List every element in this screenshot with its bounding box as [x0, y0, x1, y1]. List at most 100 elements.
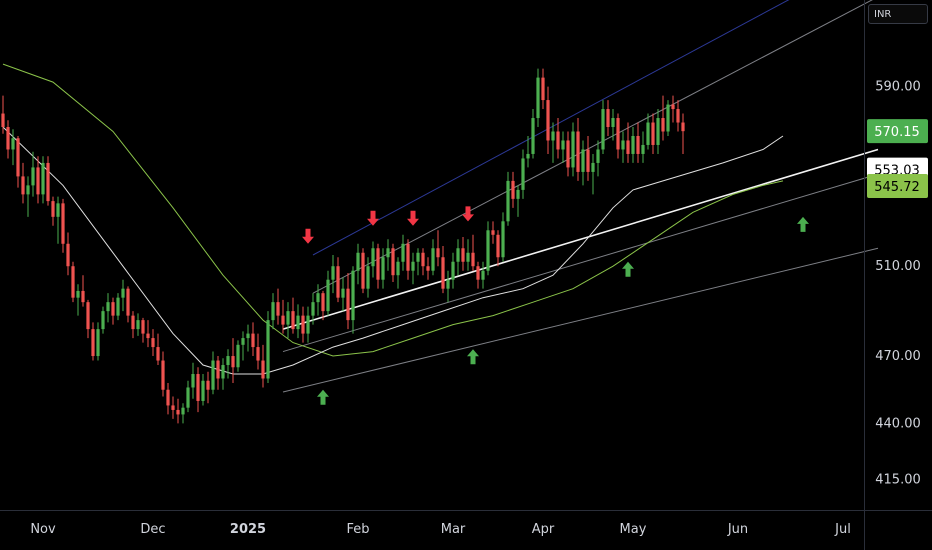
candle	[256, 333, 260, 370]
candle	[1, 95, 5, 134]
candle-body	[131, 315, 135, 330]
candle-body	[336, 266, 340, 298]
candle-body	[586, 149, 590, 172]
candle	[536, 68, 540, 128]
channel-line-upper-gray	[312, 0, 873, 294]
time-tick-label: May	[620, 522, 647, 537]
candle	[616, 113, 620, 159]
candle	[101, 306, 105, 334]
candle-body	[81, 290, 85, 303]
candle-body	[271, 302, 275, 321]
candle-body	[661, 118, 665, 132]
candle-body	[431, 248, 435, 271]
candle-body	[561, 140, 565, 150]
candle	[506, 171, 510, 226]
candle	[231, 338, 235, 383]
candle	[181, 403, 185, 424]
price-axis[interactable]: 415.00 440.00 470.00 510.00 590.00	[875, 80, 921, 488]
candle-body	[121, 288, 125, 298]
candle	[126, 286, 130, 323]
candle	[561, 131, 565, 163]
candle-body	[321, 293, 325, 312]
candle-body	[526, 153, 530, 159]
candle	[351, 266, 355, 334]
candle	[306, 306, 310, 343]
candle	[626, 122, 630, 163]
ema-slow-line	[2, 63, 784, 357]
up-arrow-icon	[622, 261, 634, 277]
candle-body	[346, 288, 350, 321]
candle-body	[616, 118, 620, 150]
candle-body	[221, 365, 225, 379]
candle-body	[86, 302, 90, 330]
candle	[671, 95, 675, 123]
candle	[186, 380, 190, 413]
candle-body	[576, 131, 580, 172]
candle-body	[651, 122, 655, 145]
candle	[301, 306, 305, 343]
candle	[436, 230, 440, 267]
candle	[476, 261, 480, 289]
candle-body	[231, 356, 235, 368]
candle	[21, 162, 25, 204]
candle	[496, 230, 500, 267]
candle-body	[151, 338, 155, 348]
channel-line-mid-gray	[282, 173, 879, 353]
candle	[51, 196, 55, 226]
candle-body	[41, 162, 45, 195]
candle-body	[436, 248, 440, 258]
candle-body	[471, 252, 475, 267]
candle	[246, 324, 250, 352]
candle-body	[556, 131, 560, 150]
candle-body	[476, 266, 480, 280]
candle-body	[301, 315, 305, 334]
candle	[386, 239, 390, 271]
candle	[441, 246, 445, 294]
up-arrow-icon	[467, 349, 479, 365]
candle-body	[426, 266, 430, 271]
candle-body	[401, 243, 405, 262]
candle	[6, 120, 10, 159]
price-label-badge: 570.15	[867, 119, 928, 144]
candle-body	[656, 118, 660, 145]
candle-body	[506, 180, 510, 222]
candle-body	[466, 252, 470, 262]
candle	[341, 277, 345, 312]
time-tick-label: Jul	[834, 522, 851, 537]
candle-body	[116, 297, 120, 316]
candle-body	[571, 131, 575, 168]
candle-body	[326, 279, 330, 312]
candle	[381, 248, 385, 289]
candle-body	[361, 252, 365, 289]
candle	[366, 257, 370, 298]
candle	[456, 239, 460, 276]
ema-fast-line	[2, 126, 784, 375]
candle	[471, 234, 475, 271]
candle	[556, 118, 560, 159]
candle-body	[1, 113, 5, 128]
candle-body	[511, 180, 515, 199]
candle-body	[281, 315, 285, 325]
candle-body	[416, 252, 420, 262]
candle	[446, 270, 450, 303]
candle-body	[481, 270, 485, 280]
candle-body	[111, 302, 115, 316]
candle	[601, 100, 605, 154]
price-tick-label: 415.00	[875, 473, 921, 488]
candle	[121, 279, 125, 312]
time-axis[interactable]: Nov Dec 2025 Feb Mar Apr May Jun Jul	[30, 522, 851, 537]
time-tick-label: Feb	[346, 522, 369, 537]
candle	[296, 304, 300, 339]
candle	[26, 176, 30, 217]
candle	[271, 293, 275, 330]
candle	[41, 156, 45, 204]
currency-selector[interactable]: INR	[868, 4, 928, 24]
candle-body	[391, 248, 395, 276]
candle-body	[441, 257, 445, 289]
candle-body	[31, 167, 35, 186]
candle	[191, 362, 195, 399]
price-label-text: 545.72	[874, 180, 920, 195]
candle-body	[66, 243, 70, 267]
